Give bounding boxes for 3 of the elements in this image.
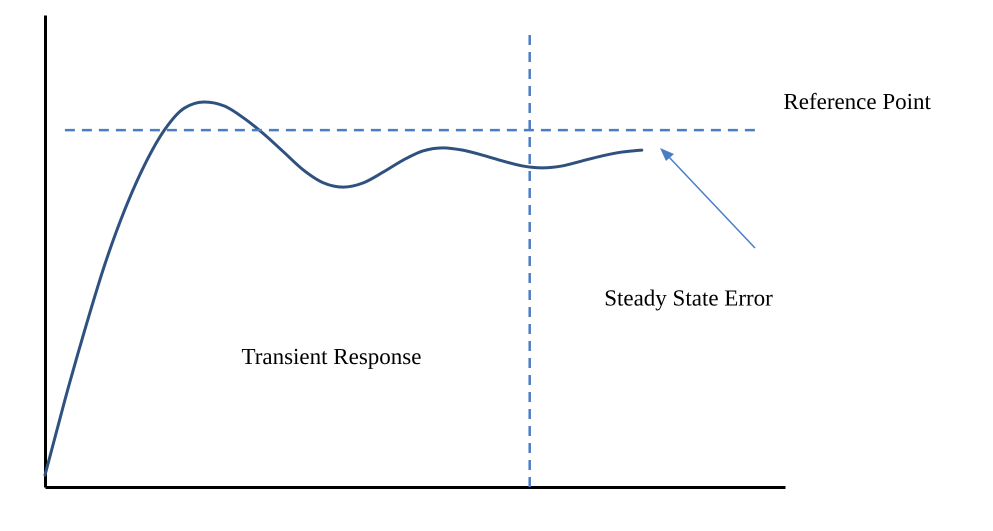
ref-line-label: Reference Point — [783, 89, 932, 114]
annotation: Transient Response — [241, 344, 422, 369]
annotation: Steady State Error — [604, 285, 774, 310]
